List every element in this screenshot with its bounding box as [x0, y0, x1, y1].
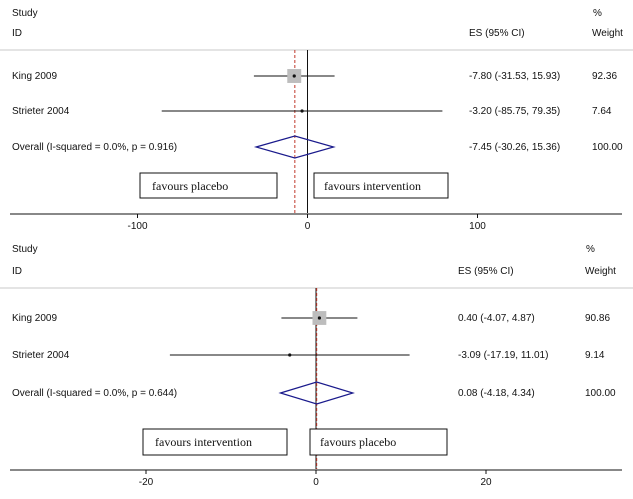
header-id: ID: [12, 28, 22, 39]
header-es: ES (95% CI): [458, 266, 514, 277]
favours-left-label: favours placebo: [152, 179, 228, 193]
x-tick-label: -20: [139, 477, 154, 488]
weight-text: 9.14: [585, 350, 605, 361]
forest-panel-1: Study ID ES (95% CI)% Weight King 2009 -7.80 …: [0, 8, 633, 232]
effect-size-text: -7.80 (-31.53, 15.93): [469, 71, 560, 82]
x-tick-label: 0: [305, 221, 311, 232]
study-label: Strieter 2004: [12, 350, 70, 361]
overall-diamond: [253, 135, 336, 159]
favours-right-box: [309, 428, 448, 456]
effect-size-text: -3.09 (-17.19, 11.01): [458, 350, 548, 361]
overall-diamond: [278, 381, 355, 405]
study-label: King 2009: [12, 313, 57, 324]
favours-right-label: favours intervention: [324, 179, 421, 193]
header-weight: Weight: [585, 266, 616, 277]
favours-left-label: favours intervention: [155, 435, 252, 449]
header-percent: %: [586, 244, 595, 255]
x-tick-label: -100: [127, 221, 147, 232]
favours-left-box: [142, 428, 288, 456]
weight-text: 100.00: [592, 142, 623, 153]
effect-size-text: -3.20 (-85.75, 79.35): [469, 106, 560, 117]
weight-text: 90.86: [585, 313, 610, 324]
x-tick-label: 0: [313, 477, 319, 488]
favours-right-label: favours placebo: [320, 435, 396, 449]
point-estimate: [317, 316, 321, 320]
favours-left-box: [139, 172, 278, 199]
header-es: ES (95% CI): [469, 28, 525, 39]
study-label: Strieter 2004: [12, 106, 70, 117]
header-id: ID: [12, 266, 22, 277]
header-study: Study: [12, 244, 38, 255]
point-estimate: [292, 74, 296, 78]
x-tick-label: 20: [480, 477, 492, 488]
point-estimate: [300, 109, 304, 113]
effect-size-text: 0.40 (-4.07, 4.87): [458, 313, 535, 324]
favours-right-box: [313, 172, 449, 199]
point-estimate: [288, 353, 292, 357]
header-weight: Weight: [592, 28, 623, 39]
weight-text: 100.00: [585, 388, 616, 399]
header-percent: %: [593, 8, 602, 19]
study-label: Overall (I-squared = 0.0%, p = 0.916): [12, 142, 177, 153]
weight-text: 92.36: [592, 71, 617, 82]
weight-text: 7.64: [592, 106, 612, 117]
study-label: King 2009: [12, 71, 57, 82]
effect-size-text: 0.08 (-4.18, 4.34): [458, 388, 535, 399]
forest-panel-2: Study ID ES (95% CI)% Weight King 2009 0.40 (…: [0, 244, 633, 488]
effect-size-text: -7.45 (-30.26, 15.36): [469, 142, 560, 153]
x-tick-label: 100: [469, 221, 486, 232]
header-study: Study: [12, 8, 38, 19]
study-label: Overall (I-squared = 0.0%, p = 0.644): [12, 388, 177, 399]
